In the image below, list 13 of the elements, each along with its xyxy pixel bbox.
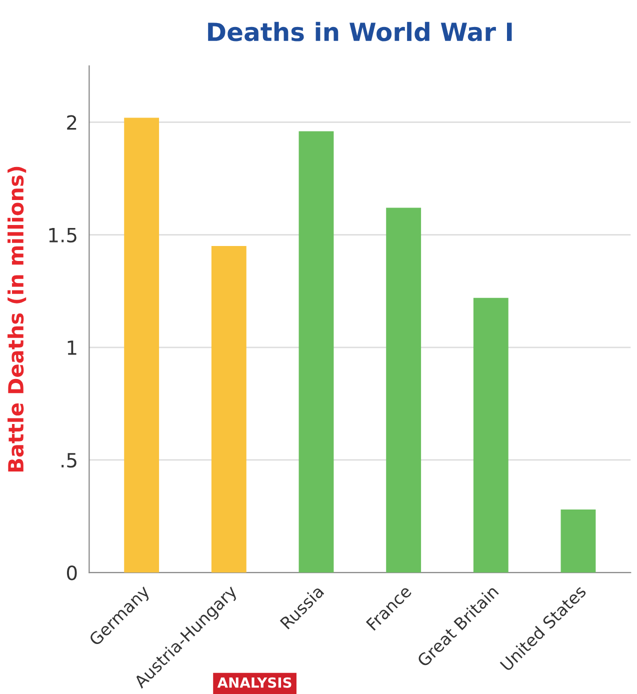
- bar: [560, 510, 596, 573]
- bar: [211, 246, 246, 573]
- bar: [124, 118, 160, 573]
- y-tick-label: 1.5: [49, 228, 76, 242]
- y-tick-label: 1: [68, 340, 76, 355]
- y-tick-label: 0: [66, 566, 77, 580]
- bar: [298, 131, 334, 573]
- y-tick-label: .5: [62, 453, 76, 468]
- chart-title: Deaths in World War I: [208, 22, 512, 42]
- bar: [386, 208, 422, 573]
- y-tick-label: 2: [67, 115, 76, 130]
- y-axis-title: Battle Deaths (in millions): [8, 166, 26, 472]
- bar: [473, 298, 508, 573]
